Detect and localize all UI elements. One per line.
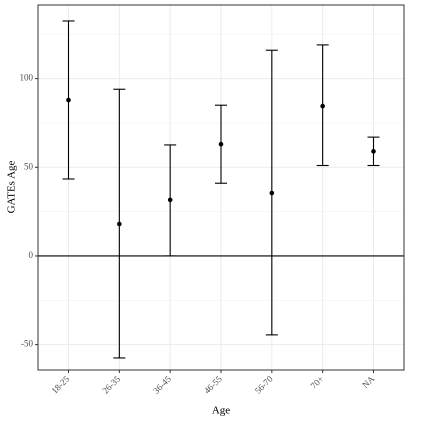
- x-axis-title: Age: [212, 405, 230, 417]
- point: [269, 190, 275, 196]
- point: [371, 149, 376, 154]
- point: [66, 97, 71, 103]
- panel-border: [37, 4, 405, 371]
- point: [167, 197, 173, 203]
- point: [117, 221, 122, 227]
- y-tick-label: 0: [29, 250, 34, 260]
- point: [218, 141, 224, 147]
- y-tick-label: -50: [21, 339, 33, 349]
- y-tick-label: 50: [24, 161, 34, 171]
- y-tick-label: 100: [20, 73, 34, 83]
- point: [320, 103, 325, 109]
- y-axis-title: GATEs Age: [6, 160, 18, 213]
